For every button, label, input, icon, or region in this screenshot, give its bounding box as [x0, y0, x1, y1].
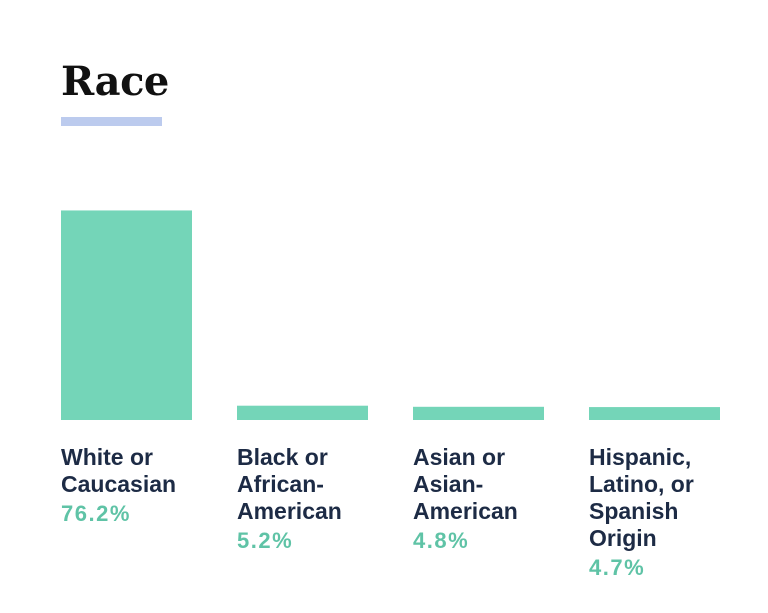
category-label: White or Caucasian	[61, 444, 177, 497]
bar-0	[61, 210, 192, 420]
category-value: 4.7%	[589, 555, 646, 580]
category-asian-or-asian-american: Asian or Asian- American 4.8%	[413, 444, 544, 554]
category-value: 5.2%	[237, 528, 294, 553]
category-label: Asian or Asian- American	[413, 444, 518, 524]
chart-title: Race	[61, 58, 169, 105]
category-value: 4.8%	[413, 528, 470, 553]
category-label: Black or African- American	[237, 444, 342, 524]
title-underline	[61, 117, 162, 126]
bar-3	[589, 407, 720, 420]
category-white-or-caucasian: White or Caucasian 76.2%	[61, 444, 192, 527]
category-black-or-african-american: Black or African- American 5.2%	[237, 444, 368, 554]
category-value: 76.2%	[61, 501, 131, 526]
category-label: Hispanic, Latino, or Spanish Origin	[589, 444, 694, 551]
bar-1	[237, 405, 368, 420]
category-hispanic-latino-or-spanish-origin: Hispanic, Latino, or Spanish Origin 4.7%	[589, 444, 720, 581]
bar-2	[413, 406, 544, 420]
